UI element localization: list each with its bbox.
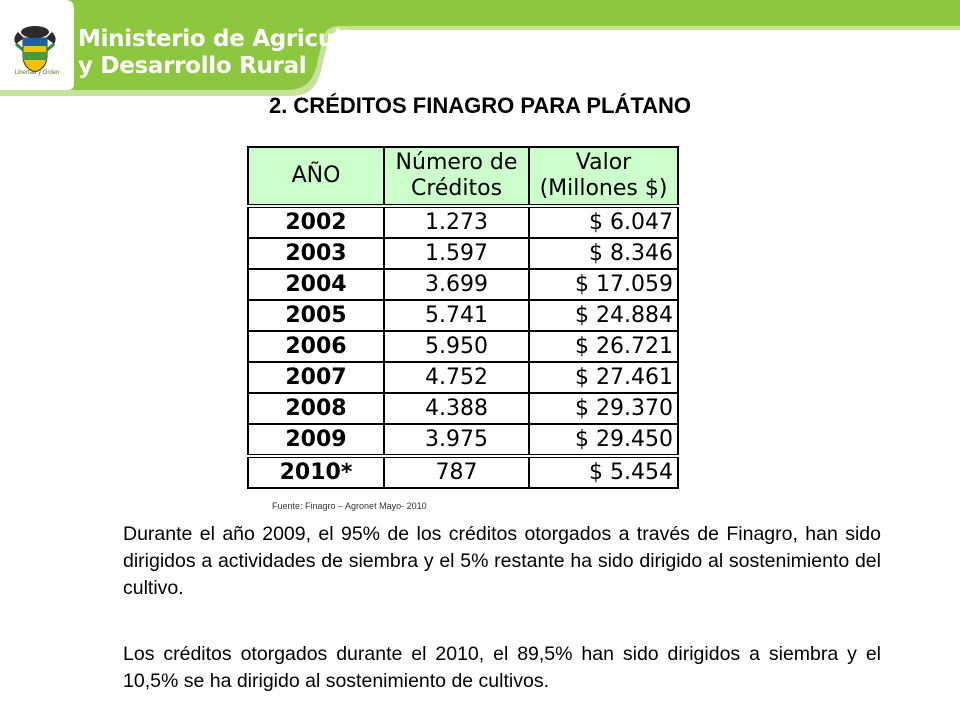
cell-value: $ 29.450 [528,423,679,457]
cell-value: $ 6.047 [528,205,679,239]
ministry-name: Ministerio de Agricultura y Desarrollo R… [78,26,395,80]
cell-year: 2009 [247,423,385,457]
cell-credit-count: 787 [383,454,530,489]
table-row: 2009 3.975 $ 29.450 [247,423,679,457]
cell-year: 2003 [247,237,385,270]
cell-value: $ 5.454 [528,454,679,489]
table-row: 2002 1.273 $ 6.047 [247,205,679,239]
header-value: Valor (Millones $) [528,146,679,207]
table-row: 2005 5.741 $ 24.884 [247,299,679,332]
cell-year: 2005 [247,299,385,332]
cell-value: $ 8.346 [528,237,679,270]
cell-value: $ 26.721 [528,330,679,363]
cell-value: $ 27.461 [528,361,679,394]
colombia-coat-of-arms-icon [10,22,60,78]
table-row: 2004 3.699 $ 17.059 [247,268,679,301]
credits-table: AÑO Número de Créditos Valor (Millones $… [247,146,679,489]
header-credit-count: Número de Créditos [383,146,530,207]
cell-value: $ 24.884 [528,299,679,332]
cell-value: $ 17.059 [528,268,679,301]
cell-year: 2002 [247,205,385,239]
table-header-row: AÑO Número de Créditos Valor (Millones $… [247,146,679,207]
cell-credit-count: 4.752 [383,361,530,394]
ministry-name-line2: y Desarrollo Rural [78,53,307,79]
page-title: 2. CRÉDITOS FINAGRO PARA PLÁTANO [268,93,692,118]
table-row: 2010* 787 $ 5.454 [247,454,679,489]
cell-year: 2004 [247,268,385,301]
cell-year: 2008 [247,392,385,425]
cell-credit-count: 5.741 [383,299,530,332]
table-row: 2008 4.388 $ 29.370 [247,392,679,425]
cell-credit-count: 5.950 [383,330,530,363]
table-row: 2007 4.752 $ 27.461 [247,361,679,394]
cell-year: 2010* [247,454,385,489]
cell-credit-count: 3.699 [383,268,530,301]
header-year: AÑO [247,146,385,207]
cell-credit-count: 1.597 [383,237,530,270]
cell-credit-count: 3.975 [383,423,530,457]
cell-value: $ 29.370 [528,392,679,425]
ministry-name-line1: Ministerio de Agricultura [78,26,395,52]
source-note: Fuente: Finagro – Agronet Mayo- 2010 [272,501,427,511]
paragraph-2010: Los créditos otorgados durante el 2010, … [123,643,881,692]
cell-year: 2006 [247,330,385,363]
cell-credit-count: 1.273 [383,205,530,239]
cell-credit-count: 4.388 [383,392,530,425]
motto-text: Libertad y Orden [14,70,60,76]
cell-year: 2007 [247,361,385,394]
table-row: 2003 1.597 $ 8.346 [247,237,679,270]
paragraph-2009: Durante el año 2009, el 95% de los crédi… [123,523,881,599]
table-row: 2006 5.950 $ 26.721 [247,330,679,363]
header-banner: Libertad y Orden Ministerio de Agricultu… [0,0,960,96]
